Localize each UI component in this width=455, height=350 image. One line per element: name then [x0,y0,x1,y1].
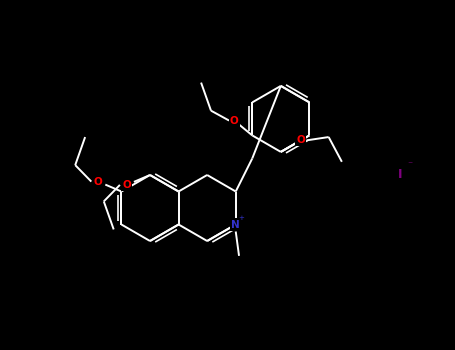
Text: +: + [238,216,244,222]
Text: O: O [230,116,238,126]
Text: I: I [398,168,402,182]
Text: N: N [231,219,240,230]
Text: ⁻: ⁻ [407,160,413,170]
Text: O: O [122,180,131,190]
Text: O: O [296,135,305,145]
Text: O: O [94,177,103,187]
